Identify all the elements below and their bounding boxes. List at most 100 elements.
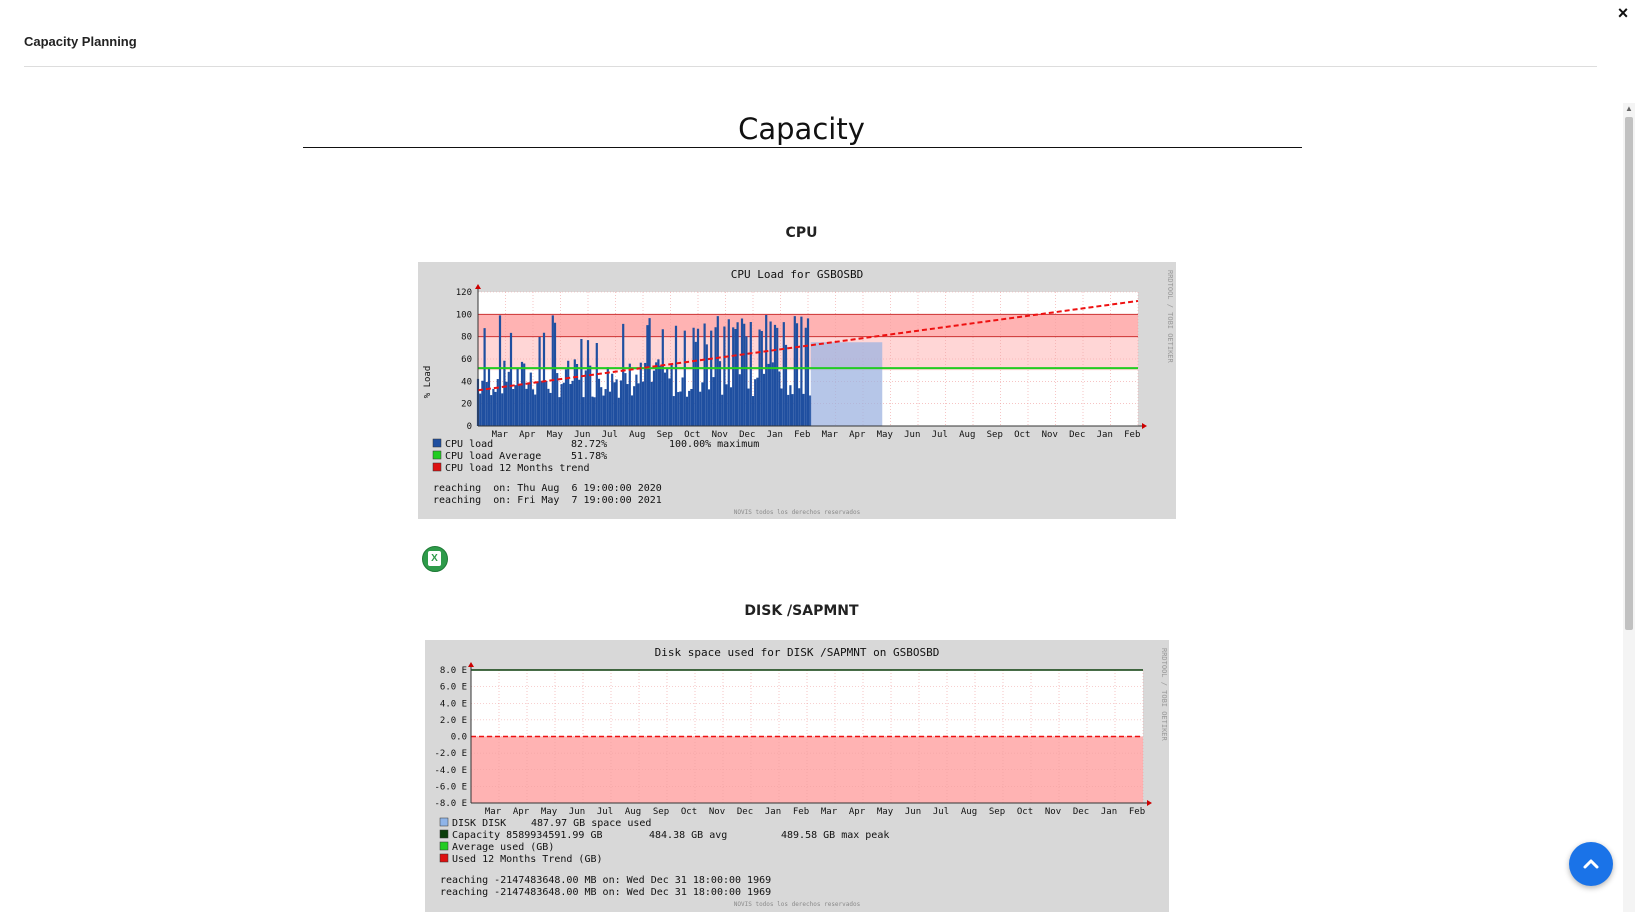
cpu-x-tick: Nov [712,430,728,440]
chevron-up-icon [1583,859,1599,869]
cpu-x-tick: Dec [1069,430,1085,440]
disk-y-tick: 0.0 [451,733,467,743]
cpu-x-tick: Jun [904,430,920,440]
disk-graph-title: Disk space used for DISK /SAPMNT on GSBO… [655,646,940,659]
disk-y-tick: 6.0 E [440,683,467,693]
disk-y-tick: 4.0 E [440,699,467,709]
cpu-x-tick: Sep [657,430,673,440]
disk-y-arrow [468,662,474,667]
disk-x-tick: Apr [849,807,866,817]
disk-x-tick: Jun [905,807,921,817]
excel-export-button[interactable]: X [422,546,448,572]
cpu-legend-label: CPU load [445,439,493,450]
disk-x-tick: Sep [653,807,669,817]
scrollbar[interactable]: ▲ [1623,103,1635,912]
disk-x-tick: Feb [793,807,809,817]
disk-legend-label: Average used (GB) [452,842,554,853]
section-title-cpu: CPU [785,225,818,241]
cpu-x-tick: Sep [987,430,1003,440]
disk-y-tick: 8.0 E [440,666,467,676]
cpu-x-tick: Feb [794,430,810,440]
disk-legend-label: DISK DISK [452,818,506,829]
cpu-legend-label: CPU load Average [445,451,541,462]
disk-x-tick: Jan [765,807,781,817]
header-divider [24,66,1597,67]
cpu-legend-label: CPU load 12 Months trend [445,463,590,474]
cpu-reaching-2: reaching on: Fri May 7 19:00:00 2021 [433,495,662,506]
disk-x-tick: Dec [737,807,753,817]
cpu-y-tick: 100 [456,310,472,320]
cpu-x-tick: May [547,430,564,440]
cpu-side-text: RRDTOOL / TOBI OETIKER [1166,270,1174,364]
cpu-legend-swatch [432,450,442,460]
cpu-x-tick: Jul [602,430,618,440]
disk-x-tick: Oct [1017,807,1033,817]
cpu-legend-swatch [432,438,442,448]
close-button[interactable]: × [1617,3,1629,23]
cpu-x-tick: Apr [519,430,536,440]
cpu-x-tick: Dec [739,430,755,440]
scroll-to-top-button[interactable] [1569,842,1613,886]
scroll-up-arrow-icon[interactable]: ▲ [1625,104,1633,113]
disk-y-tick: -4.0 E [434,766,467,776]
disk-x-tick: Jun [569,807,585,817]
disk-x-tick: Sep [989,807,1005,817]
title-underline [303,147,1302,148]
cpu-x-tick: Nov [1042,430,1058,440]
cpu-x-tick: Aug [629,430,645,440]
cpu-reaching-1: reaching on: Thu Aug 6 19:00:00 2020 [433,483,662,494]
cpu-x-tick: Apr [849,430,866,440]
disk-legend-label: Used 12 Months Trend (GB) [452,854,603,865]
disk-side-text: RRDTOOL / TOBI OETIKER [1160,648,1168,742]
cpu-x-arrow [1142,423,1147,429]
scrollbar-thumb[interactable] [1625,117,1633,630]
cpu-y-tick: 80 [461,333,472,343]
cpu-x-tick: Jul [932,430,948,440]
cpu-forecast-area [810,342,883,426]
cpu-ylabel: % Load [423,366,433,399]
page-title: Capacity [738,112,865,146]
disk-legend-swatch [439,853,449,863]
disk-x-tick: Aug [961,807,977,817]
disk-reaching-1: reaching -2147483648.00 MB on: Wed Dec 3… [440,875,771,886]
disk-legend-value: 484.38 GB avg [649,830,727,841]
disk-space-graph: Disk space used for DISK /SAPMNT on GSBO… [425,640,1169,912]
disk-watermark: NOVIS todos los derechos reservados [734,901,861,908]
cpu-x-tick: May [877,430,894,440]
cpu-y-tick: 20 [461,400,472,410]
cpu-x-tick: Mar [492,430,509,440]
cpu-x-tick: Aug [959,430,975,440]
disk-x-tick: Jan [1101,807,1117,817]
disk-x-arrow [1147,800,1152,806]
disk-reaching-2: reaching -2147483648.00 MB on: Wed Dec 3… [440,887,771,898]
disk-x-tick: May [877,807,894,817]
disk-y-tick: -8.0 E [434,799,467,809]
cpu-x-tick: Oct [684,430,700,440]
cpu-trend-line [477,299,1139,392]
cpu-x-tick: Mar [822,430,839,440]
section-title-disk: DISK /SAPMNT [744,603,859,619]
disk-x-tick: Aug [625,807,641,817]
disk-x-tick: Dec [1073,807,1089,817]
disk-x-tick: Nov [709,807,725,817]
disk-legend-swatch [439,817,449,827]
cpu-x-tick: Jun [574,430,590,440]
cpu-y-tick: 60 [461,355,472,365]
cpu-legend-extra: 100.00% maximum [669,439,759,450]
cpu-legend-value: 51.78% [571,451,607,462]
cpu-y-tick: 40 [461,377,472,387]
cpu-load-graph: CPU Load for GSBOSBD % Load RRDTOOL / TO… [418,262,1176,519]
cpu-x-tick: Oct [1014,430,1030,440]
disk-x-tick: Mar [821,807,838,817]
disk-legend-extra: 489.58 GB max peak [781,830,889,841]
disk-x-tick: Mar [485,807,502,817]
cpu-x-tick: Feb [1124,430,1140,440]
cpu-x-tick: Jan [1097,430,1113,440]
cpu-y-arrow [475,284,481,289]
disk-x-tick: Oct [681,807,697,817]
cpu-graph-title: CPU Load for GSBOSBD [731,268,863,281]
cpu-y-tick: 0 [467,422,472,432]
disk-legend-value: 487.97 GB space used [531,818,651,829]
disk-x-tick: Nov [1045,807,1061,817]
disk-x-tick: May [541,807,558,817]
